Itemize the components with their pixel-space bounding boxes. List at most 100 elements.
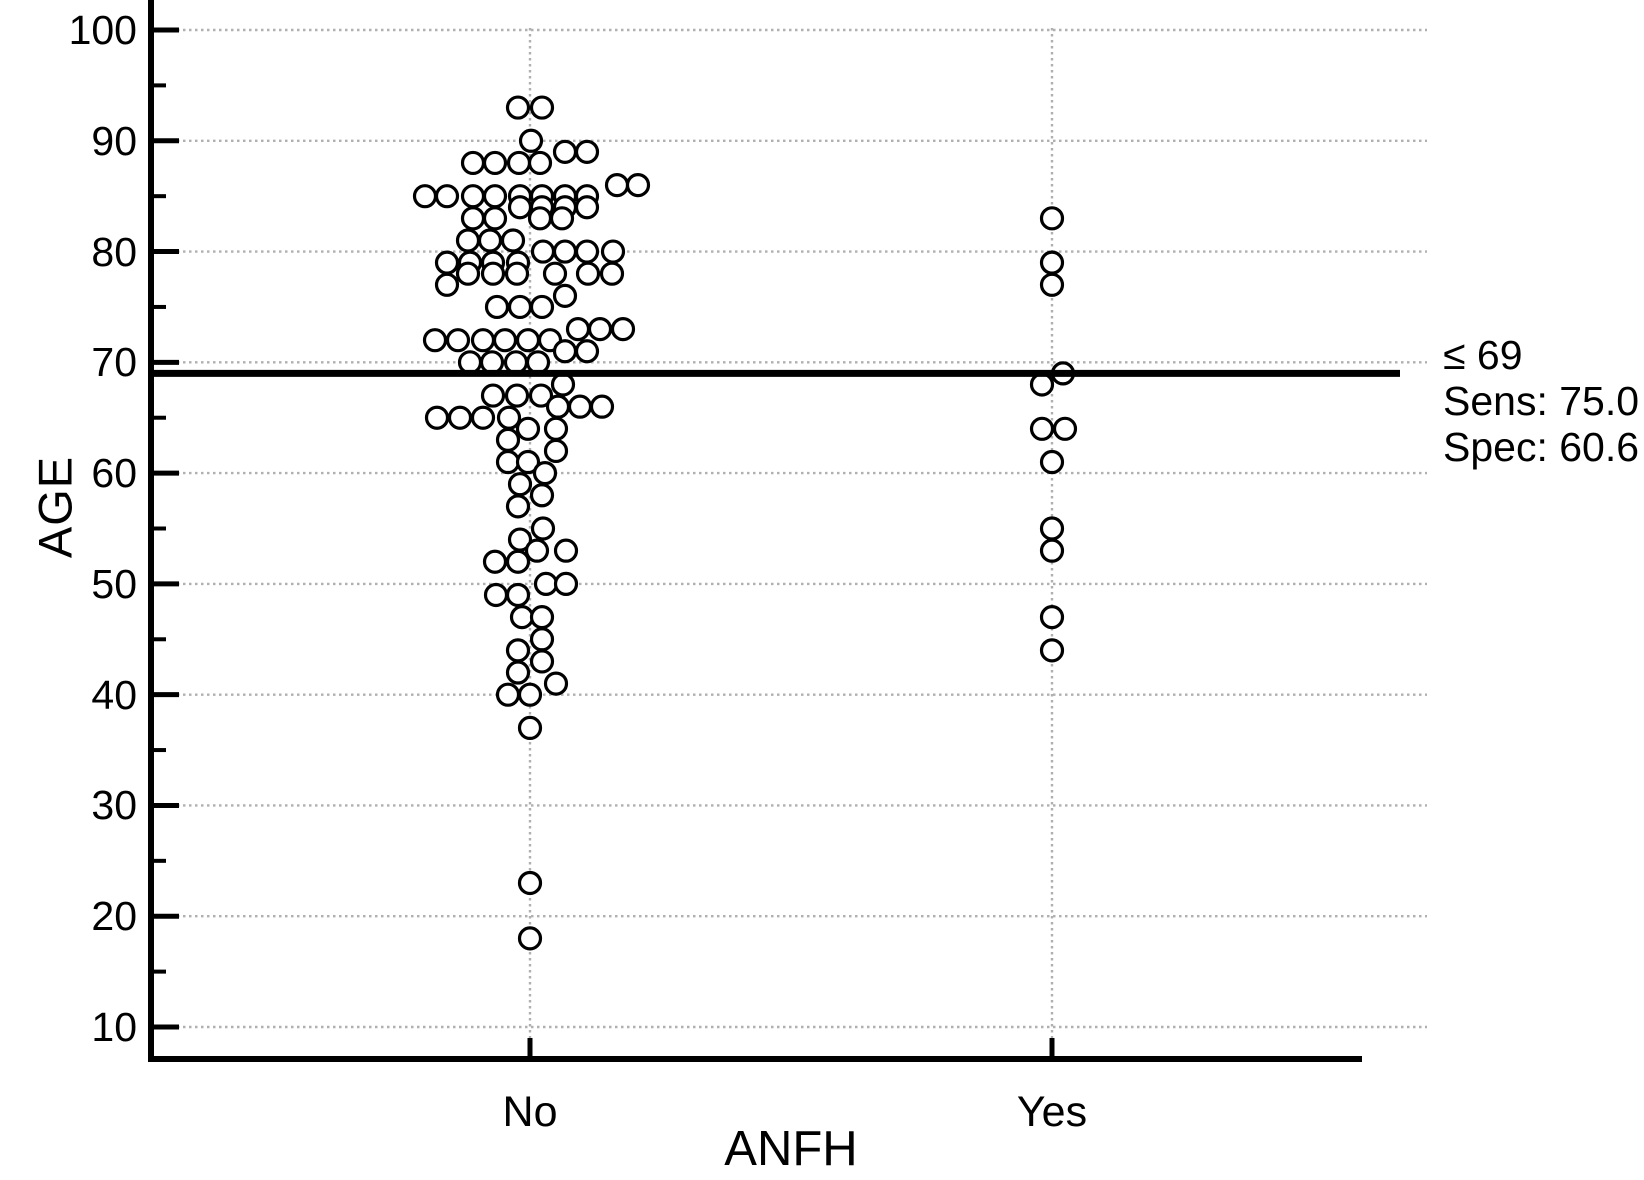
- data-point: [518, 128, 544, 153]
- data-point: [424, 405, 450, 430]
- data-point: [1039, 206, 1065, 231]
- data-point: [434, 250, 460, 275]
- y-tick-label: 90: [91, 117, 137, 164]
- data-point: [503, 350, 529, 375]
- category-label-yes: Yes: [1016, 1088, 1088, 1136]
- data-point: [515, 328, 541, 353]
- data-point: [610, 317, 636, 342]
- data-point: [455, 261, 481, 286]
- data-point: [496, 405, 522, 430]
- y-tick-label: 60: [91, 450, 137, 497]
- data-point: [552, 339, 578, 364]
- data-point: [505, 494, 531, 519]
- data-point: [625, 172, 651, 198]
- data-point: [587, 317, 613, 342]
- data-point: [455, 228, 481, 253]
- cutoff-value-label: ≤ 69: [1443, 332, 1523, 378]
- data-point: [1039, 449, 1065, 475]
- data-point: [517, 682, 543, 707]
- data-point: [1039, 250, 1065, 275]
- data-point: [1052, 416, 1078, 441]
- data-point: [604, 172, 630, 198]
- data-point: [517, 926, 543, 951]
- data-point: [482, 549, 508, 574]
- data-point: [1039, 605, 1065, 630]
- data-point: [495, 427, 521, 452]
- data-point: [505, 582, 531, 608]
- data-point: [457, 350, 483, 375]
- data-point: [525, 350, 551, 375]
- data-point: [480, 261, 506, 286]
- data-point: [434, 184, 460, 209]
- data-point: [567, 394, 593, 419]
- data-point: [434, 272, 460, 297]
- data-point: [529, 627, 555, 652]
- data-point: [482, 206, 508, 231]
- data-point: [545, 394, 571, 419]
- y-tick-label: 70: [91, 339, 137, 386]
- data-point: [528, 383, 554, 408]
- specificity-label: Spec: 60.6: [1443, 424, 1640, 470]
- y-axis-title: AGE: [28, 455, 82, 559]
- data-point: [470, 405, 496, 430]
- data-point: [507, 294, 533, 320]
- x-axis-title: ANFH: [724, 1122, 858, 1176]
- data-point: [484, 294, 510, 320]
- data-point: [524, 538, 550, 563]
- data-point: [589, 394, 615, 419]
- data-point: [529, 649, 555, 674]
- data-point: [574, 139, 600, 164]
- data-point: [1039, 272, 1065, 297]
- data-point: [529, 605, 555, 630]
- data-point: [533, 571, 559, 596]
- data-point: [505, 549, 531, 574]
- data-point: [515, 449, 541, 475]
- data-point: [529, 294, 555, 320]
- data-point: [542, 261, 568, 286]
- data-point: [504, 261, 530, 286]
- data-point: [505, 95, 531, 120]
- data-point: [470, 328, 496, 353]
- data-point: [517, 715, 543, 741]
- data-point: [543, 671, 569, 696]
- data-point: [552, 139, 578, 164]
- data-point: [553, 571, 579, 596]
- y-tick-label: 30: [91, 782, 137, 829]
- data-point: [517, 870, 543, 896]
- data-point: [574, 195, 600, 220]
- data-point: [505, 638, 531, 663]
- data-point: [552, 239, 578, 264]
- data-point: [507, 472, 533, 497]
- data-point: [495, 449, 521, 475]
- data-point: [460, 150, 486, 176]
- data-point: [552, 283, 578, 308]
- data-point: [1029, 372, 1055, 397]
- data-point: [422, 328, 448, 353]
- data-point: [574, 339, 600, 364]
- data-point: [479, 350, 505, 375]
- data-point: [507, 195, 533, 220]
- data-point: [543, 438, 569, 464]
- data-point: [549, 206, 575, 231]
- data-point: [1039, 638, 1065, 663]
- data-point: [482, 184, 508, 209]
- data-point: [480, 383, 506, 408]
- data-point: [575, 261, 601, 286]
- data-point: [565, 317, 591, 342]
- data-point: [445, 328, 471, 353]
- data-point: [530, 516, 556, 541]
- data-point: [506, 150, 532, 176]
- data-point: [1039, 516, 1065, 541]
- data-point: [412, 184, 438, 209]
- data-point: [527, 206, 553, 231]
- y-tick-label: 10: [91, 1004, 137, 1050]
- data-point: [505, 660, 531, 685]
- data-point: [550, 372, 576, 397]
- data-point: [553, 538, 579, 563]
- data-point: [574, 239, 600, 264]
- data-point: [599, 261, 625, 286]
- y-tick-label: 50: [91, 560, 137, 607]
- data-point: [600, 239, 626, 264]
